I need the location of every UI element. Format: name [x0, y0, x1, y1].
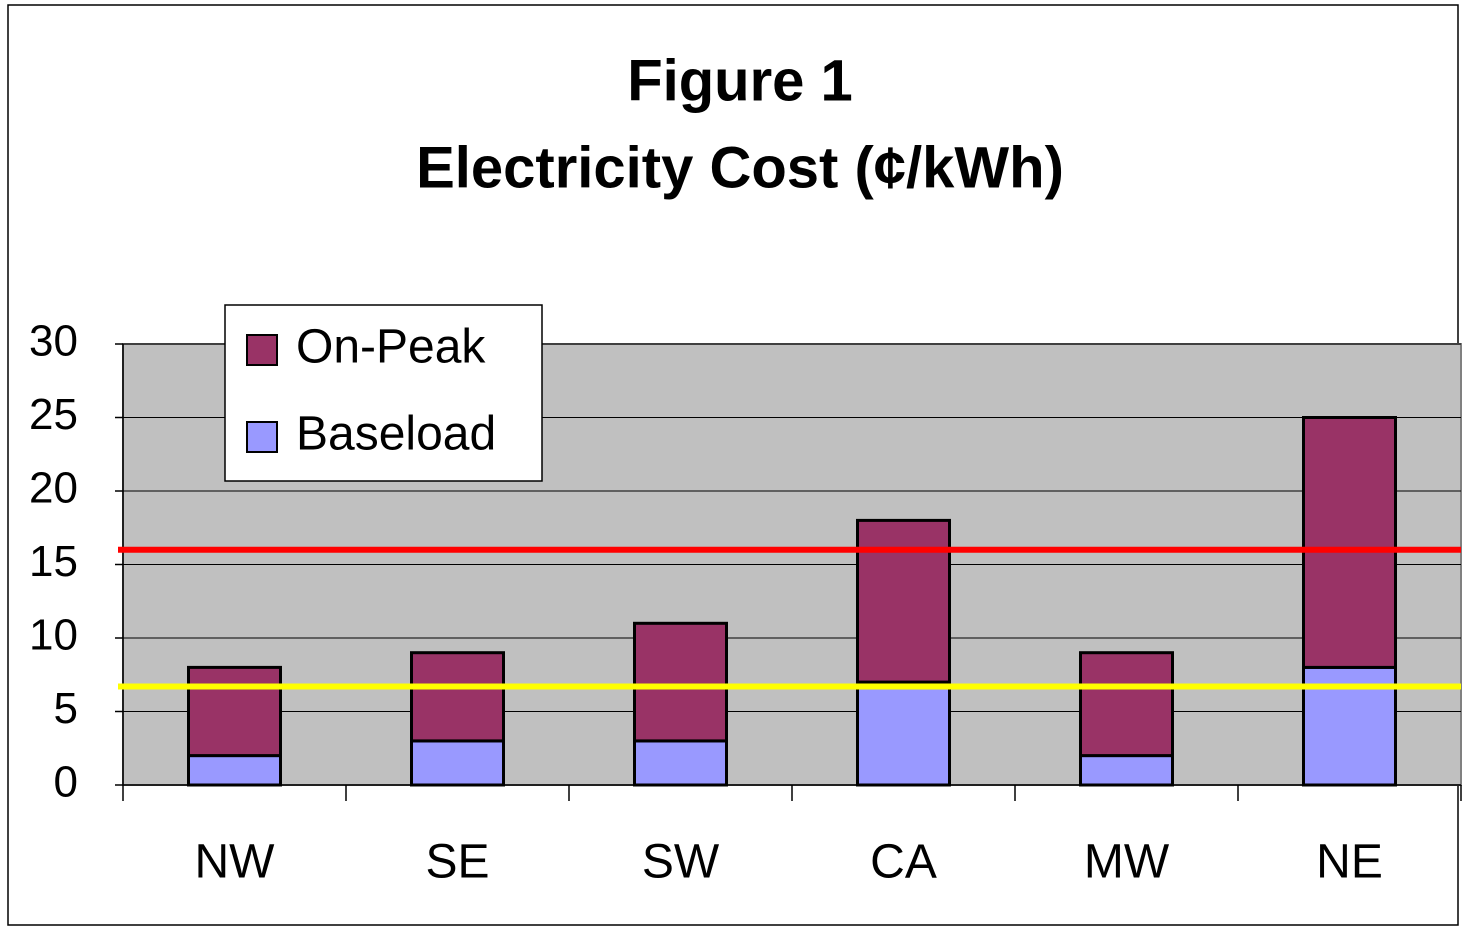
x-tick-label: SE: [425, 836, 489, 889]
x-tick-label: NE: [1316, 836, 1383, 889]
legend-label: Baseload: [296, 408, 496, 461]
bar-segment: [1302, 416, 1397, 669]
x-tick-label: MW: [1084, 836, 1170, 889]
bar-segment: [633, 739, 728, 787]
bar-segment: [410, 739, 505, 787]
legend-swatch: [246, 334, 278, 366]
y-tick-label: 10: [29, 611, 78, 660]
bar-segment: [633, 621, 728, 743]
x-tick-label: NW: [195, 836, 276, 889]
bar-segment: [187, 665, 282, 758]
y-tick-label: 0: [54, 758, 78, 807]
chart-subtitle: Electricity Cost (¢/kWh): [416, 135, 1064, 200]
bar-segment: [856, 680, 951, 787]
bar-segment: [856, 518, 951, 684]
bar-segment: [1079, 754, 1174, 787]
bar-segment: [1079, 651, 1174, 758]
bar-segment: [187, 754, 282, 787]
x-tick-label: CA: [870, 836, 937, 889]
y-tick-label: 5: [54, 684, 78, 733]
legend-label: On-Peak: [296, 321, 486, 374]
x-tick-label: SW: [642, 836, 720, 889]
y-tick-label: 20: [29, 464, 78, 513]
bar-segment: [410, 651, 505, 743]
y-tick-label: 15: [29, 537, 78, 586]
chart-title: Figure 1: [627, 48, 853, 113]
y-tick-label: 25: [29, 390, 78, 439]
legend-swatch: [246, 421, 278, 453]
y-tick-label: 30: [29, 317, 78, 366]
